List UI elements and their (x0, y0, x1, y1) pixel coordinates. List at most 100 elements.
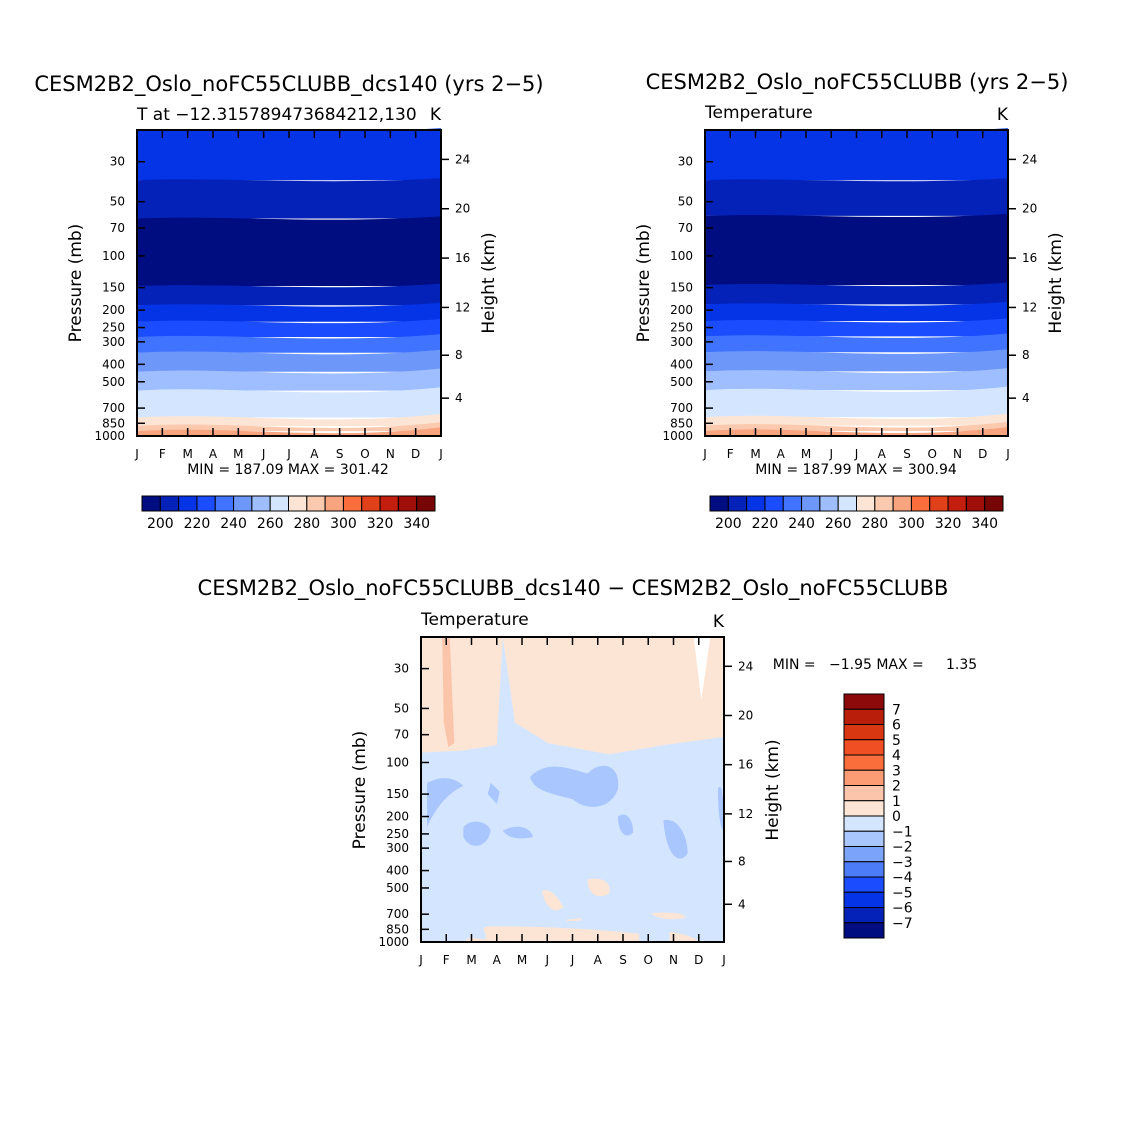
colorbar-swatch (324, 495, 344, 512)
right-tick-label: 16 (455, 251, 470, 265)
colorbar-swatch (178, 495, 198, 512)
y-tick-label: 150 (386, 787, 409, 801)
colorbar-swatch (306, 495, 326, 512)
right-tick-label: 20 (455, 202, 470, 216)
diff-region-cooler (427, 778, 464, 828)
colorbar-label: 220 (184, 516, 211, 532)
colorbar-swatch (843, 830, 885, 847)
x-tick-label: S (619, 953, 627, 967)
colorbar-swatch (764, 495, 784, 512)
x-tick-label: A (594, 953, 603, 967)
right-tick-label: 20 (738, 708, 753, 722)
contour-band (705, 282, 1008, 305)
colorbar-label: 240 (220, 516, 247, 532)
y-tick-label: 850 (386, 922, 409, 936)
diff-region-cooler (502, 826, 534, 839)
x-tick-label: J (134, 447, 139, 461)
right-tick-label: 12 (738, 807, 753, 821)
y-tick-label: 100 (670, 249, 693, 263)
colorbar-swatch (269, 495, 289, 512)
diff-region-undefined (693, 637, 711, 701)
colorbar-label: 4 (892, 748, 901, 764)
right-tick-label: 4 (455, 391, 463, 405)
x-tick-label: M (517, 953, 527, 967)
colorbar-label: 1 (892, 794, 901, 810)
contour-band (137, 128, 441, 181)
colorbar: 200 220 240 260 280 300 320 340 (709, 495, 1004, 532)
contour-band (705, 386, 1008, 418)
panel-title: CESM2B2_Oslo_noFC55CLUBB (yrs 2−5) (646, 70, 1069, 95)
colorbar-swatch (251, 495, 271, 512)
min-max-label: MIN = 187.99 MAX = 300.94 (755, 462, 957, 478)
diff-region-cooler (530, 765, 619, 807)
colorbar-swatch (843, 922, 885, 939)
colorbar-label: −7 (892, 916, 913, 932)
panel-subtitle-left: Temperature (704, 103, 813, 123)
y-tick-label: 200 (670, 303, 693, 317)
panel-subtitle-right: K (430, 105, 442, 125)
colorbar-swatch (843, 754, 885, 771)
right-axis-label: Height (km) (479, 232, 499, 333)
colorbar-swatch (727, 495, 748, 512)
y-tick-label: 500 (102, 375, 125, 389)
x-tick-label: M (801, 447, 811, 461)
panel-subtitle-left: Temperature (420, 610, 529, 630)
colorbar-swatch (856, 495, 876, 512)
panel-dcs140: CESM2B2_Oslo_noFC55CLUBB_dcs140 (yrs 2−5… (34, 72, 543, 532)
x-tick-label: A (493, 953, 502, 967)
colorbar-swatch (843, 846, 885, 863)
right-axis-ticks: 24 20 16 12 8 4 (724, 659, 753, 911)
colorbar-swatch (782, 495, 803, 512)
contour-band (137, 319, 441, 337)
contour-band (705, 413, 1008, 426)
colorbar-swatch (141, 495, 161, 512)
colorbar-label: 320 (935, 516, 962, 532)
colorbar-swatch (379, 495, 399, 512)
contour-band (705, 178, 1008, 216)
x-tick-label: J (544, 953, 549, 967)
colorbar-swatch (342, 495, 363, 512)
contour-band (137, 302, 441, 322)
y-tick-label: 50 (110, 195, 125, 209)
x-tick-label: J (702, 447, 707, 461)
panel-subtitle-right: K (713, 612, 725, 632)
colorbar-swatch (843, 891, 885, 908)
right-tick-label: 8 (738, 854, 746, 868)
contour-fill (421, 637, 724, 942)
right-tick-label: 24 (1022, 152, 1037, 166)
diff-region-cooler (717, 786, 724, 831)
diff-region-cooler (663, 819, 688, 859)
colorbar-swatch (843, 785, 885, 802)
contour-band (705, 128, 1008, 181)
colorbar-swatch (843, 724, 885, 741)
colorbar-label: −5 (892, 885, 913, 901)
diff-region-cooler (617, 814, 634, 836)
contour-fill (705, 128, 1008, 436)
y-tick-label: 500 (670, 375, 693, 389)
diff-region-warm (587, 878, 610, 897)
contour-band (137, 178, 441, 219)
colorbar-swatch (843, 769, 885, 786)
colorbar-swatch (397, 495, 418, 512)
colorbar-swatch (843, 815, 885, 832)
colorbar-label: 200 (715, 516, 742, 532)
y-tick-label: 200 (386, 810, 409, 824)
panel-title: CESM2B2_Oslo_noFC55CLUBB_dcs140 − CESM2B… (198, 576, 949, 601)
colorbar-label: 260 (257, 516, 284, 532)
diff-region-warmer (442, 637, 455, 748)
panel-title: CESM2B2_Oslo_noFC55CLUBB_dcs140 (yrs 2−5… (34, 72, 543, 97)
y-tick-label: 1000 (378, 935, 409, 949)
right-tick-label: 8 (455, 348, 463, 362)
x-tick-label: O (644, 953, 653, 967)
right-axis-ticks: 24 20 16 12 8 4 (1008, 152, 1037, 405)
colorbar-swatch (819, 495, 839, 512)
colorbar-label: 3 (892, 763, 901, 779)
contour-band (705, 213, 1008, 285)
x-tick-label: S (336, 447, 344, 461)
x-tick-label: F (727, 447, 734, 461)
